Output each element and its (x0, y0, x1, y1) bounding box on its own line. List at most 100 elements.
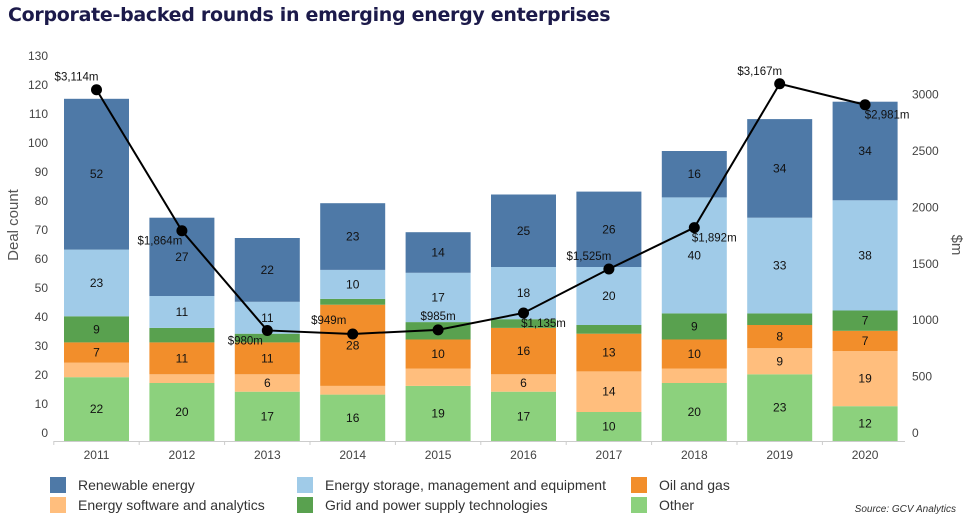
value-point (91, 84, 102, 96)
bar-segment (320, 298, 386, 305)
y-tick-label: 30 (35, 339, 49, 353)
bar-segment (405, 339, 471, 369)
value-point-label: $1,525m (567, 251, 612, 263)
bar-data-label: 22 (261, 263, 275, 277)
bar-data-label: 10 (602, 420, 616, 434)
bar-data-label: 10 (688, 347, 702, 361)
bar-segment (234, 391, 300, 441)
y-tick-label: 80 (35, 194, 49, 208)
y-tick-label: 130 (28, 49, 48, 63)
bar-segment (491, 391, 556, 441)
y2-tick-label: 1000 (912, 313, 939, 327)
y-tick-label: 60 (35, 252, 49, 266)
legend-item-software: Energy software and analytics (50, 497, 265, 513)
bar-segment (491, 327, 556, 375)
legend-swatch (50, 497, 66, 513)
bar-data-label: 22 (90, 402, 104, 416)
x-tick-label: 2015 (425, 448, 452, 462)
bar-data-label: 38 (858, 248, 872, 262)
y-tick-label: 70 (35, 223, 49, 237)
legend-label: Grid and power supply technologies (325, 497, 548, 513)
bar-data-label: 20 (688, 405, 702, 419)
legend-swatch (297, 477, 313, 493)
bar-data-label: 13 (602, 346, 616, 360)
bar-data-label: 23 (773, 401, 787, 415)
value-point (859, 99, 871, 111)
legend-swatch (50, 477, 66, 493)
x-tick-label: 2012 (169, 448, 196, 462)
bar-data-label: 23 (90, 276, 104, 290)
bar-data-label: 8 (776, 330, 783, 344)
value-point (347, 328, 359, 340)
value-point (518, 307, 529, 319)
bar-segment (149, 383, 215, 441)
bar-data-label: 7 (862, 314, 869, 328)
bar-segment (491, 319, 556, 328)
bar-data-label: 6 (520, 376, 527, 390)
bar-segment (234, 374, 300, 392)
y-tick-label: 100 (28, 136, 48, 150)
chart: 2011 2012 2013 2014 2015 2016 2017 2018 2019 2020… (5, 49, 965, 462)
bar-data-label: 26 (602, 222, 616, 236)
value-point (176, 225, 188, 237)
bar-segment (234, 342, 300, 375)
legend-item-oil-gas: Oil and gas (631, 477, 730, 493)
value-point (603, 263, 615, 275)
bar-data-label: 9 (93, 322, 100, 336)
bar-segment (234, 238, 300, 302)
bar-segment (576, 412, 642, 441)
bar-segment (149, 327, 215, 343)
bar-data-label: 23 (346, 230, 360, 244)
bar-segment (747, 313, 813, 325)
y-tick-label: 0 (41, 426, 48, 440)
bar-segment (747, 374, 813, 441)
bar-data-label: 20 (175, 405, 189, 419)
bar-data-label: 34 (773, 161, 787, 175)
bar-segment (832, 101, 898, 201)
bar-segment (832, 310, 898, 331)
legend-item-storage: Energy storage, management and equipment (297, 477, 606, 493)
bar-segment (405, 232, 471, 273)
y2-tick-label: 500 (912, 370, 932, 384)
value-point-label: $3,114m (55, 72, 99, 84)
bar-segment (64, 342, 129, 363)
value-point-label: $3,167m (737, 66, 782, 78)
bar-data-label: 25 (517, 224, 531, 238)
y-tick-label: 110 (29, 107, 48, 121)
bar-data-label: 10 (346, 277, 360, 291)
value-point-label: $980m (228, 335, 263, 347)
bar-segment (491, 374, 556, 392)
bar-data-label: 16 (517, 344, 531, 358)
bar-segment (576, 333, 642, 372)
bar-data-label: 10 (431, 347, 445, 361)
chart-title: Corporate-backed rounds in emerging ener… (8, 4, 611, 26)
y2-axis-label: $m (948, 235, 965, 256)
bar-segment (234, 333, 300, 343)
x-tick-label: 2020 (852, 448, 879, 462)
bar-segment (491, 194, 556, 267)
bar-data-label: 11 (176, 305, 189, 319)
bar-data-label: 14 (602, 385, 616, 399)
bar-segment (661, 313, 727, 340)
bar-data-label: 19 (431, 406, 445, 420)
value-point-label: $1,135m (521, 318, 566, 330)
y-tick-label: 90 (35, 165, 49, 179)
bar-segment (661, 368, 727, 383)
value-point-label: $1,864m (138, 236, 183, 248)
legend-item-renewable: Renewable energy (50, 477, 195, 493)
y-axis-label: Deal count (5, 188, 22, 261)
legend-label: Renewable energy (78, 477, 195, 493)
bar-segment (576, 371, 642, 412)
bar-segment (832, 200, 898, 311)
bar-data-label: 14 (431, 246, 445, 260)
legend-label: Energy storage, management and equipment (325, 477, 606, 493)
bar-data-label: 34 (858, 144, 872, 158)
legend-swatch (297, 497, 313, 513)
bar-data-label: 27 (175, 250, 189, 264)
bar-data-label: 17 (431, 290, 445, 304)
x-tick-label: 2013 (254, 448, 281, 462)
bar-segment (64, 249, 129, 317)
x-tick-label: 2017 (596, 448, 623, 462)
bar-segment (832, 330, 898, 352)
y2-tick-label: 2000 (912, 200, 939, 214)
